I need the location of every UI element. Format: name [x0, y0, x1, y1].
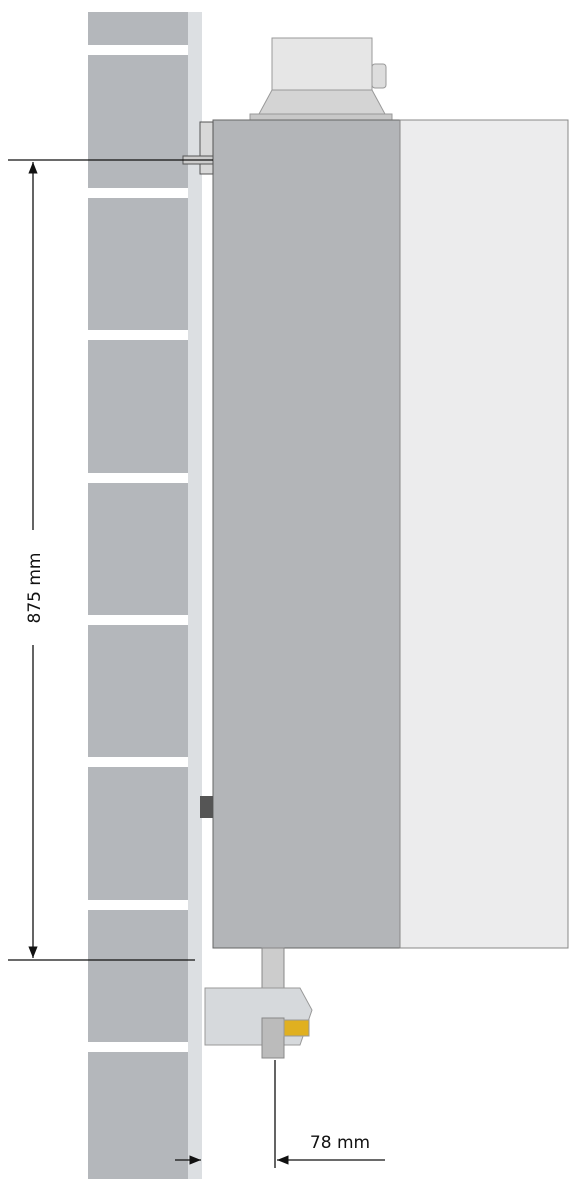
- dimension-78: 78 mm: [175, 1060, 385, 1168]
- wall: [88, 12, 202, 1179]
- dimension-label: 78 mm: [310, 1133, 370, 1153]
- dimension-label: 875 mm: [25, 553, 45, 624]
- dimension-875: 875 mm: [8, 159, 213, 961]
- flue: [249, 37, 393, 121]
- heater: [182, 119, 569, 949]
- connections: [204, 947, 313, 1059]
